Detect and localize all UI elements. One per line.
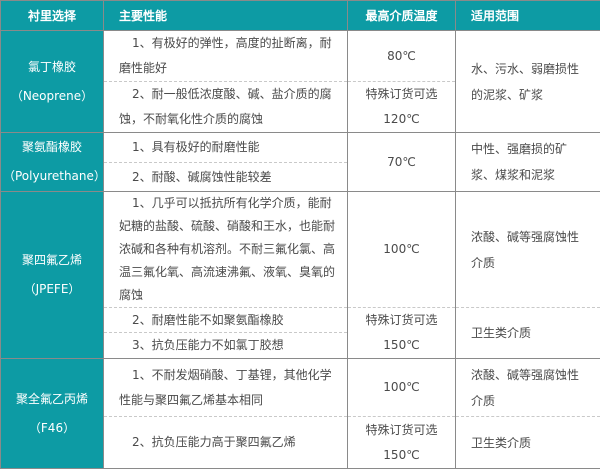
material-alias: （Neoprene） (3, 82, 101, 111)
material-name: 聚氨酯橡胶 (3, 133, 101, 162)
scope-cell: 卫生类介质 (456, 308, 600, 359)
header-cell-max-temp: 最高介质温度 (348, 1, 456, 31)
material-alias: （Polyurethane） (3, 162, 101, 191)
material-alias: （F46） (3, 414, 101, 443)
material-cell-jpefe: 聚四氟乙烯 （JPEFE） (1, 192, 104, 359)
performance-cell: 1、具有极好的耐磨性能 (104, 133, 348, 163)
performance-cell: 1、有极好的弹性，高度的扯断离，耐磨性能好 (104, 31, 348, 82)
table-row: 聚四氟乙烯 （JPEFE） 1、几乎可以抵抗所有化学介质，能耐妃糖的盐酸、硫酸、… (1, 192, 600, 308)
performance-cell: 3、抗负压能力不如氯丁胶想 (104, 332, 348, 358)
temperature-cell: 特殊订货可选 150℃ (348, 308, 456, 359)
scope-cell: 卫生类介质 (456, 417, 600, 469)
scope-cell: 浓酸、碱等强腐蚀性介质 (456, 359, 600, 417)
material-cell-polyurethane: 聚氨酯橡胶 （Polyurethane） (1, 133, 104, 192)
performance-cell: 2、耐酸、碱腐蚀性能较差 (104, 163, 348, 192)
temperature-line: 150℃ (350, 443, 453, 468)
scope-cell: 中性、强磨损的矿浆、煤浆和泥浆 (456, 133, 600, 192)
temperature-cell: 70℃ (348, 133, 456, 192)
scope-cell: 浓酸、碱等强腐蚀性介质 (456, 192, 600, 308)
table-row: 氯丁橡胶 （Neoprene） 1、有极好的弹性，高度的扯断离，耐磨性能好 80… (1, 31, 600, 82)
temperature-cell: 100℃ (348, 192, 456, 308)
temperature-line: 150℃ (350, 333, 453, 358)
table-row: 聚氨酯橡胶 （Polyurethane） 1、具有极好的耐磨性能 70℃ 中性、… (1, 133, 600, 163)
performance-cell: 1、不耐发烟硝酸、丁基锂，其他化学性能与聚四氟乙烯基本相同 (104, 359, 348, 417)
temperature-line: 特殊订货可选 (350, 308, 453, 333)
material-name: 氯丁橡胶 (3, 53, 101, 82)
temperature-cell: 特殊订货可选 150℃ (348, 417, 456, 469)
temperature-cell: 100℃ (348, 359, 456, 417)
temperature-line: 特殊订货可选 (350, 418, 453, 443)
material-cell-neoprene: 氯丁橡胶 （Neoprene） (1, 31, 104, 133)
temperature-cell: 特殊订货可选 120℃ (348, 82, 456, 133)
performance-cell: 1、几乎可以抵抗所有化学介质，能耐妃糖的盐酸、硫酸、硝酸和王水，也能耐浓碱和各种… (104, 192, 348, 308)
header-row: 衬里选择 主要性能 最高介质温度 适用范围 (1, 1, 600, 31)
material-cell-f46: 聚全氟乙丙烯 （F46） (1, 359, 104, 469)
header-cell-performance: 主要性能 (104, 1, 348, 31)
material-name: 聚全氟乙丙烯 (3, 385, 101, 414)
performance-cell: 2、抗负压能力高于聚四氟乙烯 (104, 417, 348, 469)
material-name: 聚四氟乙烯 (3, 246, 101, 275)
scope-cell: 水、污水、弱磨损性的泥浆、矿浆 (456, 31, 600, 133)
performance-cell: 2、耐一般低浓度酸、碱、盐介质的腐蚀，不耐氧化性介质的腐蚀 (104, 82, 348, 133)
header-cell-lining: 衬里选择 (1, 1, 104, 31)
table-row: 聚全氟乙丙烯 （F46） 1、不耐发烟硝酸、丁基锂，其他化学性能与聚四氟乙烯基本… (1, 359, 600, 417)
temperature-line: 特殊订货可选 (350, 82, 453, 107)
temperature-cell: 80℃ (348, 31, 456, 82)
material-alias: （JPEFE） (3, 275, 101, 304)
header-cell-scope: 适用范围 (456, 1, 600, 31)
temperature-line: 120℃ (350, 107, 453, 132)
performance-cell: 2、耐磨性能不如聚氨酯橡胶 (104, 308, 348, 333)
